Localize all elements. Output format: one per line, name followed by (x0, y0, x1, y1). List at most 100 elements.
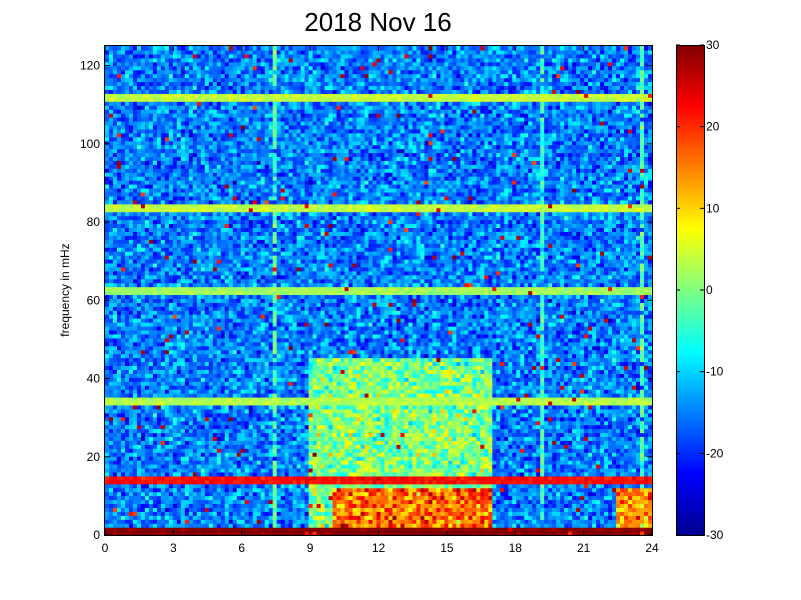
heatmap-cell (612, 444, 617, 449)
heatmap-cell (332, 396, 338, 402)
heatmap-cell (592, 432, 597, 438)
heatmap-cell (152, 527, 158, 532)
heatmap-cell (448, 483, 453, 489)
heatmap-cell (256, 527, 262, 532)
heatmap-cell (324, 531, 330, 536)
heatmap-cell (428, 420, 433, 426)
heatmap-cell (105, 420, 110, 426)
heatmap-cell (105, 475, 110, 481)
heatmap-cell (640, 483, 645, 489)
heatmap-cell (412, 491, 418, 497)
heatmap-cell (212, 420, 218, 426)
heatmap-cell (608, 511, 613, 516)
heatmap-cell (176, 491, 182, 497)
heatmap-cell (144, 479, 150, 485)
heatmap-cell (292, 479, 298, 485)
heatmap-cell (492, 467, 497, 473)
heatmap-cell (364, 479, 370, 485)
heatmap-cell (228, 527, 234, 532)
heatmap-cell (196, 460, 202, 465)
heatmap-cell (268, 452, 274, 457)
heatmap-cell (132, 479, 138, 485)
heatmap-cell (336, 412, 342, 418)
heatmap-cell (476, 487, 481, 493)
heatmap-cell (552, 460, 557, 465)
heatmap-cell (272, 424, 278, 430)
heatmap-cell (140, 507, 146, 512)
heatmap-cell (188, 491, 194, 497)
heatmap-cell (412, 444, 418, 449)
heatmap-cell (640, 436, 645, 441)
heatmap-cell (132, 432, 138, 438)
heatmap-cell (220, 499, 226, 505)
heatmap-cell (596, 416, 601, 422)
heatmap-cell (376, 420, 382, 426)
heatmap-cell (140, 424, 146, 430)
heatmap-cell (252, 507, 258, 512)
heatmap-cell (128, 440, 134, 445)
heatmap-cell (256, 400, 262, 406)
heatmap-cell (356, 460, 362, 465)
heatmap-cell (128, 523, 134, 528)
heatmap-cell (524, 491, 529, 497)
heatmap-cell (188, 479, 194, 485)
heatmap-cell (512, 503, 517, 508)
heatmap-cell (356, 507, 362, 512)
heatmap-cell (212, 495, 218, 501)
heatmap-cell (300, 393, 306, 398)
heatmap-cell (288, 424, 294, 430)
heatmap-cell (248, 456, 254, 461)
heatmap-cell (408, 448, 414, 453)
heatmap-cell (156, 452, 162, 457)
heatmap-cell (364, 436, 370, 441)
heatmap-cell (528, 531, 533, 536)
heatmap-cell (516, 420, 521, 426)
heatmap-cell (252, 424, 258, 430)
heatmap-cell (332, 507, 338, 512)
heatmap-cell (612, 475, 617, 481)
heatmap-cell (628, 515, 633, 520)
heatmap-cell (576, 416, 581, 422)
heatmap-cell (444, 393, 449, 398)
heatmap-cell (320, 495, 326, 501)
heatmap-cell (136, 452, 142, 457)
heatmap-cell (440, 448, 445, 453)
heatmap-cell (388, 507, 394, 512)
heatmap-cell (216, 479, 222, 485)
heatmap-cell (648, 432, 653, 438)
heatmap-cell (224, 511, 230, 516)
heatmap-cell (352, 464, 358, 469)
heatmap-cell (368, 408, 374, 414)
heatmap-cell (168, 507, 174, 512)
heatmap-cell (532, 487, 537, 493)
heatmap-cell (556, 444, 561, 449)
heatmap-cell (296, 527, 302, 532)
heatmap-cell (512, 393, 517, 398)
heatmap-cell (600, 479, 605, 485)
heatmap-cell (208, 393, 214, 398)
heatmap-cell (128, 456, 134, 461)
heatmap-cell (360, 452, 366, 457)
heatmap-cell (112, 527, 118, 532)
heatmap-cell (364, 495, 370, 501)
heatmap-cell (620, 456, 625, 461)
heatmap-cell (384, 495, 390, 501)
heatmap-cell (344, 527, 350, 532)
heatmap-cell (600, 393, 605, 398)
heatmap-cell (564, 479, 569, 485)
heatmap-cell (608, 531, 613, 536)
heatmap-cell (516, 495, 521, 501)
heatmap-cell (260, 416, 266, 422)
heatmap-cell (140, 404, 146, 410)
heatmap-cell (412, 519, 418, 524)
heatmap-cell (636, 396, 641, 402)
heatmap-cell (244, 456, 250, 461)
heatmap-cell (444, 460, 449, 465)
heatmap-cell (480, 396, 485, 402)
heatmap-cell (528, 444, 533, 449)
heatmap-cell (264, 523, 270, 528)
heatmap-cell (600, 456, 605, 461)
heatmap-cell (296, 475, 302, 481)
heatmap-cell (268, 436, 274, 441)
heatmap-cell (392, 519, 398, 524)
